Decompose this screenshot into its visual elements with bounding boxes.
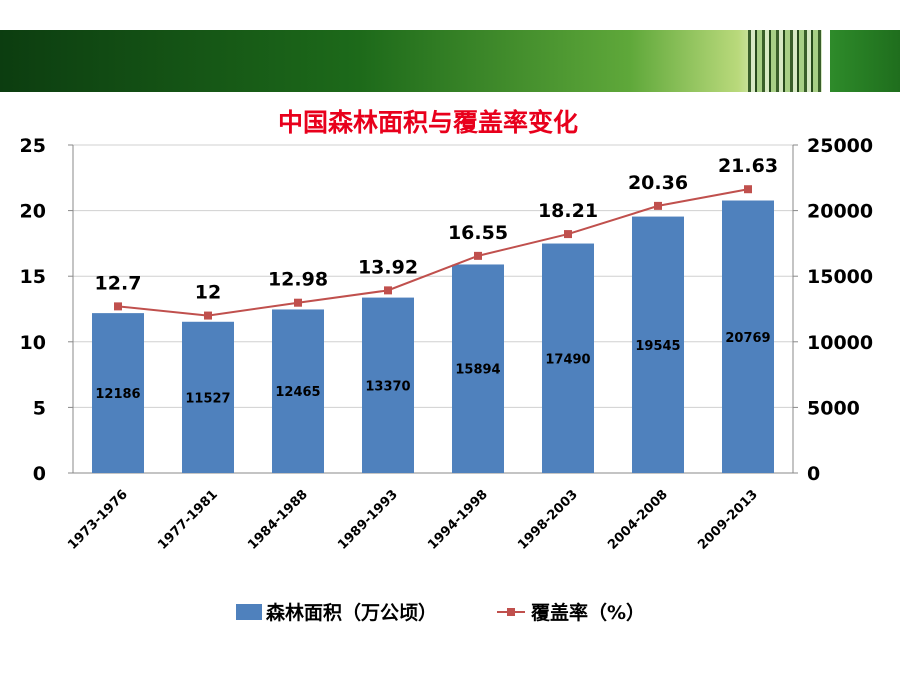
bar-data-label: 20769 — [725, 331, 770, 346]
legend-line-label: 覆盖率（%） — [530, 601, 645, 624]
line-series — [114, 185, 752, 320]
legend: 森林面积（万公顷） 覆盖率（%） — [236, 601, 645, 624]
bar — [452, 264, 504, 473]
y-left-tick-label: 5 — [33, 397, 46, 419]
y-left-tick-label: 25 — [20, 135, 46, 157]
y-right-tick-label: 10000 — [807, 332, 873, 354]
line-point — [384, 286, 392, 295]
legend-line-marker — [507, 608, 515, 616]
y-right-tick-label: 25000 — [807, 135, 873, 157]
y-left-tick-label: 20 — [20, 201, 46, 223]
x-tick-label: 2009-2013 — [695, 487, 761, 553]
x-tick-label: 1984-1988 — [245, 487, 311, 553]
line-point — [474, 251, 482, 260]
bar-data-label: 12465 — [275, 385, 320, 400]
forest-photo — [748, 30, 822, 92]
bar — [272, 309, 324, 473]
y-left-tick-label: 15 — [20, 266, 46, 288]
bar-data-label: 12186 — [95, 387, 140, 402]
x-tick-label: 1998-2003 — [515, 487, 581, 553]
line-point — [744, 185, 752, 194]
y-left-tick-label: 10 — [20, 332, 46, 354]
line-data-label: 21.63 — [718, 155, 778, 177]
line-point — [204, 311, 212, 320]
line-data-label: 13.92 — [358, 256, 418, 278]
line-point — [294, 298, 302, 307]
bar — [92, 313, 144, 473]
line-data-label: 12.98 — [268, 269, 328, 291]
x-tick-label: 1977-1981 — [155, 487, 221, 553]
chart-title: 中国森林面积与覆盖率变化 — [278, 108, 578, 137]
y-right-tick-label: 0 — [807, 463, 820, 485]
bar-data-label: 17490 — [545, 352, 590, 367]
bar — [542, 243, 594, 473]
legend-bar-label: 森林面积（万公顷） — [266, 601, 437, 624]
line-point — [654, 201, 662, 210]
bar — [632, 216, 684, 474]
y-left-tick-label: 0 — [33, 463, 46, 485]
bar — [182, 321, 234, 473]
legend-bar-swatch — [236, 604, 262, 620]
data-labels: 12186 11527 12465 13370 15894 17490 19545 20769… — [95, 155, 779, 406]
bar-data-label: 13370 — [365, 379, 410, 394]
bar-series — [92, 200, 774, 474]
x-tick-label: 2004-2008 — [605, 487, 671, 553]
bar-data-label: 19545 — [635, 339, 680, 354]
line-data-label: 12 — [195, 282, 221, 304]
bar-data-label: 15894 — [455, 363, 500, 378]
x-tick-labels: 1973-1976 1977-1981 1984-1988 1989-1993 1994… — [65, 487, 761, 553]
line-point — [564, 230, 572, 239]
axes: 0 5 10 15 20 25 0 5000 10000 15000 20000 25000 — [20, 135, 874, 485]
line-data-label: 20.36 — [628, 172, 688, 194]
x-tick-label: 1973-1976 — [65, 487, 131, 553]
banner-green-block — [830, 30, 900, 92]
x-tick-label: 1994-1998 — [425, 487, 491, 553]
line-data-label: 12.7 — [95, 272, 142, 294]
y-right-tick-label: 5000 — [807, 397, 860, 419]
line-point — [114, 302, 122, 311]
line-path — [117, 188, 749, 317]
bar — [722, 200, 774, 473]
y-right-tick-label: 20000 — [807, 201, 873, 223]
bar — [362, 297, 414, 473]
line-data-label: 16.55 — [448, 222, 508, 244]
x-tick-label: 1989-1993 — [335, 487, 401, 553]
line-data-label: 18.21 — [538, 200, 598, 222]
y-right-tick-label: 15000 — [807, 266, 873, 288]
bar-data-label: 11527 — [185, 391, 230, 406]
